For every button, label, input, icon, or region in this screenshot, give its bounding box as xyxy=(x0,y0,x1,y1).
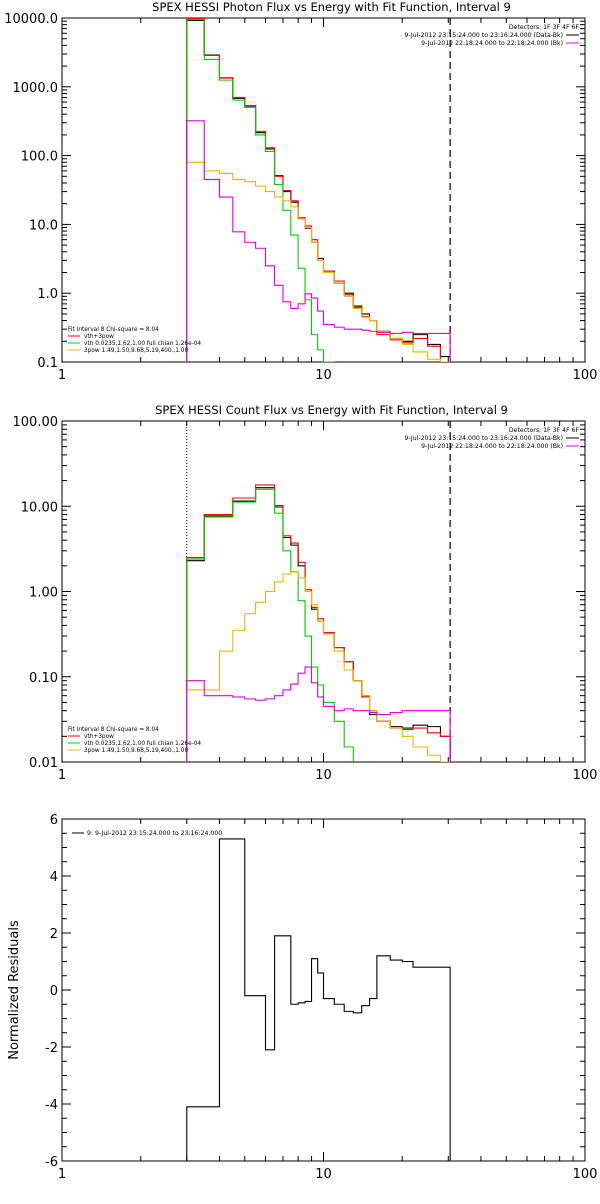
legend-entry: 9-Jul-2012 23:15:24.000 to 23:16:24.000 … xyxy=(404,32,563,39)
x-tick-label: 10 xyxy=(315,768,332,783)
series-vth xyxy=(186,488,354,762)
legend-entry: vth 0.0235,1.62,1.00 full chian 1.26e-04 xyxy=(84,341,201,347)
legend-bottom-left: Fit Interval 8 Chi-square = 8.04vth+3pow… xyxy=(68,727,201,754)
series-bk xyxy=(186,666,451,762)
series-bk xyxy=(186,120,451,362)
y-tick-label: 1.0 xyxy=(37,287,58,302)
series-vth-3pow xyxy=(186,484,451,762)
legend-entry: 9-Jul-2012 22:18:24.000 to 22:18:24.000 … xyxy=(421,40,563,47)
x-tick-label: 100 xyxy=(573,768,598,783)
series-data-bk xyxy=(186,487,451,762)
legend-entry: 9-Jul-2012 22:18:24.000 to 22:18:24.000 … xyxy=(421,443,563,450)
plot-frame xyxy=(61,17,586,363)
series-vth xyxy=(186,18,335,362)
series-3pow xyxy=(186,161,451,362)
legend-top-left: 9: 9-Jul-2012 23:15:24.000 to 23:16:24.0… xyxy=(72,830,222,837)
y-tick-label: 100.0 xyxy=(21,150,58,165)
legend-entry: 3pow 1.49,1.50,9.68,5.19,400.,1.00 xyxy=(84,348,188,354)
y-axis-ticks xyxy=(62,424,585,763)
y-tick-label: 2 xyxy=(50,927,58,942)
series-residuals xyxy=(186,838,451,1161)
series-3pow xyxy=(186,571,451,762)
y-tick-label: -2 xyxy=(45,1041,58,1056)
y-tick-label: 1.00 xyxy=(29,586,58,601)
y-tick-label: 4 xyxy=(50,870,58,885)
x-axis-ticks xyxy=(61,421,586,762)
chart-title: SPEX HESSI Photon Flux vs Energy with Fi… xyxy=(152,0,511,14)
chart-panel-2: SPEX HESSI Count Flux vs Energy with Fit… xyxy=(13,403,598,783)
x-axis-ticks xyxy=(61,18,586,362)
y-tick-label: 0.1 xyxy=(37,356,58,371)
y-tick-label: 100.00 xyxy=(13,415,59,430)
x-tick-label: 1 xyxy=(58,368,66,383)
chart-title: SPEX HESSI Count Flux vs Energy with Fit… xyxy=(155,403,508,417)
legend-entry: vth+3pow xyxy=(84,334,114,340)
y-axis-ticks xyxy=(62,818,585,1162)
y-axis-label: Normalized Residuals xyxy=(7,920,22,1060)
x-axis-ticks xyxy=(61,819,586,1161)
legend-entry: vth+3pow xyxy=(84,734,114,740)
legend-entry: 9-Jul-2012 23:15:24.000 to 23:16:24.000 … xyxy=(404,435,563,442)
series-data-bk xyxy=(186,19,451,362)
legend-entry: vth 0.0235,1.62,1.00 full chian 1.26e-04 xyxy=(84,741,201,747)
series-group xyxy=(186,18,451,362)
x-tick-label: 100 xyxy=(573,368,598,383)
x-tick-label: 10 xyxy=(315,368,332,383)
y-tick-label: 10000.0 xyxy=(4,12,58,27)
y-tick-label: 10.00 xyxy=(21,500,58,515)
x-tick-label: 1 xyxy=(58,1167,66,1182)
legend-top-right: Detectors: 1F 3F 4F 6F9-Jul-2012 23:15:2… xyxy=(404,24,579,47)
y-tick-label: -4 xyxy=(45,1098,58,1113)
plot-frame xyxy=(61,420,586,763)
y-tick-label: 0 xyxy=(50,984,58,999)
series-group xyxy=(186,484,451,762)
y-axis-ticks xyxy=(62,20,585,363)
legend-entry: 3pow 1.49,1.50,9.68,5.19,400.,1.00 xyxy=(84,748,188,754)
x-tick-label: 10 xyxy=(315,1167,332,1182)
legend-entry: 9: 9-Jul-2012 23:15:24.000 to 23:16:24.0… xyxy=(87,830,222,837)
legend-entry: Fit Interval 8 Chi-square = 8.04 xyxy=(68,327,159,333)
chart-panel-3: 1 10 100 -6 -4 -2 0 2 4 6 Normalized Residuals 9: 9… xyxy=(7,813,597,1182)
x-tick-label: 100 xyxy=(573,1167,598,1182)
y-tick-label: 1000.0 xyxy=(13,81,59,96)
series-group xyxy=(186,838,451,1161)
y-tick-label: 6 xyxy=(50,813,58,828)
y-tick-label: 0.10 xyxy=(29,671,58,686)
y-tick-label: 10.0 xyxy=(29,218,58,233)
x-tick-label: 1 xyxy=(58,768,66,783)
legend-bottom-left: Fit Interval 8 Chi-square = 8.04vth+3pow… xyxy=(68,327,201,354)
legend-entry: Detectors: 1F 3F 4F 6F xyxy=(509,427,580,434)
y-tick-label: 0.01 xyxy=(29,756,58,771)
chart-panel-1: SPEX HESSI Photon Flux vs Energy with Fi… xyxy=(4,0,597,383)
y-tick-label: -6 xyxy=(45,1155,58,1170)
legend-entry: Detectors: 1F 3F 4F 6F xyxy=(509,24,580,31)
legend-top-right: Detectors: 1F 3F 4F 6F9-Jul-2012 23:15:2… xyxy=(404,427,579,450)
series-vth-3pow xyxy=(186,18,451,362)
legend-entry: Fit Interval 8 Chi-square = 8.04 xyxy=(68,727,159,733)
